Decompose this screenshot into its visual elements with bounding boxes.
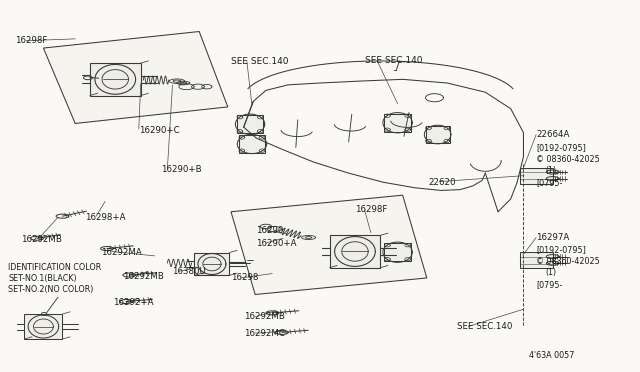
Polygon shape bbox=[330, 235, 380, 268]
Text: [0795-: [0795- bbox=[536, 280, 563, 289]
Text: [0795-: [0795- bbox=[536, 178, 563, 187]
Text: SEE SEC.140: SEE SEC.140 bbox=[231, 57, 289, 66]
Text: 16290+B: 16290+B bbox=[161, 165, 202, 174]
Polygon shape bbox=[384, 113, 411, 132]
Polygon shape bbox=[195, 253, 229, 275]
Text: 4'63A 0057: 4'63A 0057 bbox=[529, 351, 574, 360]
Text: 16380U: 16380U bbox=[173, 267, 206, 276]
Polygon shape bbox=[90, 63, 141, 96]
Text: 16298: 16298 bbox=[231, 273, 259, 282]
Text: [0192-0795]: [0192-0795] bbox=[536, 143, 586, 152]
Text: [0192-0795]: [0192-0795] bbox=[536, 245, 586, 254]
Polygon shape bbox=[520, 252, 553, 268]
Polygon shape bbox=[24, 314, 63, 339]
Text: 16290+A: 16290+A bbox=[257, 238, 297, 247]
Text: 22664A: 22664A bbox=[536, 130, 570, 139]
Text: IDENTIFICATION COLOR: IDENTIFICATION COLOR bbox=[8, 263, 102, 272]
Polygon shape bbox=[520, 168, 553, 184]
Text: 16292MB: 16292MB bbox=[123, 272, 164, 280]
Text: SET-NO.1(BLACK): SET-NO.1(BLACK) bbox=[8, 274, 77, 283]
Polygon shape bbox=[231, 195, 427, 295]
Polygon shape bbox=[237, 115, 264, 134]
Text: (1): (1) bbox=[546, 268, 557, 277]
Text: © 08360-42025: © 08360-42025 bbox=[536, 155, 600, 164]
Text: 16290+C: 16290+C bbox=[139, 126, 179, 135]
Text: © 08360-42025: © 08360-42025 bbox=[536, 257, 600, 266]
Text: SET-NO.2(NO COLOR): SET-NO.2(NO COLOR) bbox=[8, 285, 94, 294]
Text: 16298F: 16298F bbox=[355, 205, 387, 214]
Text: 16292MA: 16292MA bbox=[100, 248, 141, 257]
Text: SEE SEC.140: SEE SEC.140 bbox=[457, 322, 512, 331]
Polygon shape bbox=[239, 135, 266, 153]
Text: 16297A: 16297A bbox=[536, 233, 570, 242]
Polygon shape bbox=[426, 126, 450, 143]
Text: SEE SEC.140: SEE SEC.140 bbox=[365, 57, 422, 65]
Text: (1): (1) bbox=[546, 166, 557, 175]
Polygon shape bbox=[44, 32, 228, 124]
Text: 16298+A: 16298+A bbox=[84, 213, 125, 222]
Polygon shape bbox=[384, 243, 411, 262]
Text: 22620: 22620 bbox=[428, 178, 456, 187]
Text: 16292MB: 16292MB bbox=[21, 235, 62, 244]
Text: 16292+A: 16292+A bbox=[113, 298, 154, 307]
Text: 16298F: 16298F bbox=[15, 36, 47, 45]
Text: 16290: 16290 bbox=[257, 227, 284, 235]
Text: 16292MC: 16292MC bbox=[244, 328, 285, 338]
Text: 16292MB: 16292MB bbox=[244, 312, 285, 321]
